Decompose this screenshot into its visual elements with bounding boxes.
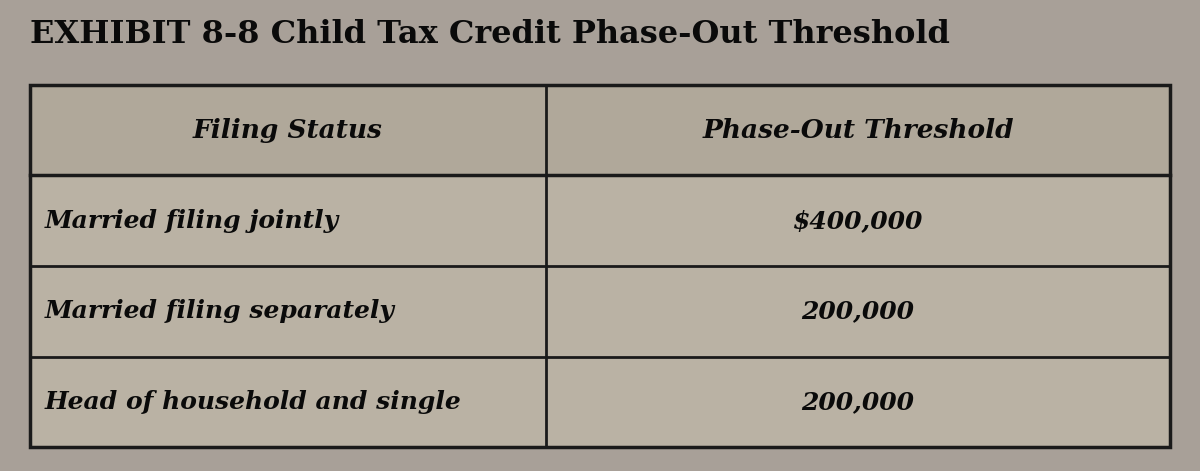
Text: EXHIBIT 8-8 Child Tax Credit Phase-Out Threshold: EXHIBIT 8-8 Child Tax Credit Phase-Out T… bbox=[30, 19, 950, 50]
Text: Filing Status: Filing Status bbox=[193, 118, 383, 143]
Text: Married filing separately: Married filing separately bbox=[44, 300, 395, 324]
Text: Phase-Out Threshold: Phase-Out Threshold bbox=[702, 118, 1014, 143]
Text: 200,000: 200,000 bbox=[802, 300, 914, 324]
Text: 200,000: 200,000 bbox=[802, 390, 914, 414]
Text: Married filing jointly: Married filing jointly bbox=[44, 209, 338, 233]
Text: $400,000: $400,000 bbox=[793, 209, 923, 233]
Text: Head of household and single: Head of household and single bbox=[44, 390, 461, 414]
